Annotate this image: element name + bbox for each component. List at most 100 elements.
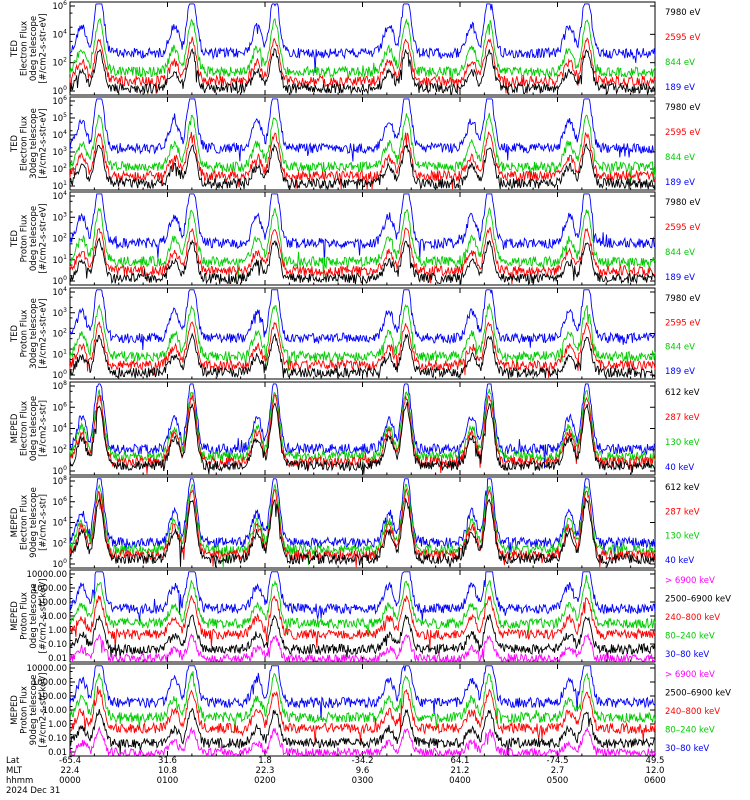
y-axis-label: TEDProton Flux30deg telescope[#/cm2-s-st… <box>10 298 49 369</box>
legend-entry: 7980 eV <box>665 198 701 208</box>
legend-entry: 2595 eV <box>665 223 701 233</box>
legend-entry: 844 eV <box>665 153 695 163</box>
series-line-1 <box>69 388 656 469</box>
y-tick-label: 101 <box>52 254 67 266</box>
series-line-1 <box>69 112 656 184</box>
series-line-1 <box>69 303 656 371</box>
legend-entry: 30–80 keV <box>665 650 709 660</box>
series-line-3 <box>69 332 656 380</box>
y-tick-label: 104 <box>52 129 67 141</box>
y-tick-label: 1000.00 <box>32 584 67 594</box>
legend-entry: 2500–6900 keV <box>665 595 731 605</box>
legend-entry: 7980 eV <box>665 294 701 304</box>
series-line-0 <box>69 664 656 721</box>
series-line-1 <box>69 17 656 87</box>
y-axis-label: MEPEDProton Flux90deg telescope[#/cm2-s-… <box>10 673 49 748</box>
legend-entry: 189 eV <box>665 367 695 377</box>
y-tick-label: 104 <box>52 517 67 529</box>
series-line-2 <box>69 36 656 95</box>
x-tick-label: 0200 <box>254 776 276 786</box>
y-tick-label: 102 <box>52 328 67 340</box>
series-line-4 <box>69 725 656 757</box>
y-tick-label: 0.01 <box>48 748 67 758</box>
x-tick-label: -74.5 <box>547 756 569 766</box>
series-line-1 <box>69 671 656 733</box>
x-tick-label: 0300 <box>352 776 374 786</box>
series-line-4 <box>69 632 656 663</box>
y-tick-label: 106 <box>52 0 67 12</box>
x-tick-label: -34.2 <box>352 756 374 766</box>
legend-entry: 7980 eV <box>665 8 701 18</box>
legend-entry: 2595 eV <box>665 128 701 138</box>
series-line-3 <box>69 237 656 286</box>
legend-entry: 189 eV <box>665 83 695 93</box>
y-tick-label: 1.00 <box>48 626 67 636</box>
y-axis-label: TEDElectron Flux30deg telescope[#/cm2-s-… <box>10 108 49 179</box>
legend-entry: 40 keV <box>665 463 694 473</box>
series-line-1 <box>69 206 656 282</box>
series-line-1 <box>69 483 656 568</box>
x-tick-label: 21.2 <box>451 766 470 776</box>
panel-7: 10000.00 1000.00 100.00 10.00 1.00 0.10 0.01ME… <box>10 569 731 664</box>
series-line-2 <box>69 686 656 745</box>
legend-entry: 189 eV <box>665 273 695 283</box>
y-tick-label: 0.10 <box>48 640 67 650</box>
y-tick-label: 1000.00 <box>32 678 67 688</box>
y-tick-label: 102 <box>52 233 67 245</box>
series-line-0 <box>69 98 656 162</box>
legend-entry: 287 keV <box>665 507 700 517</box>
x-tick-label: 9.6 <box>356 766 370 776</box>
x-tick-label: 2.7 <box>551 766 565 776</box>
x-tick-label: 0500 <box>547 776 569 786</box>
legend-entry: 287 keV <box>665 413 700 423</box>
series-line-2 <box>69 594 656 648</box>
legend-entry: 40 keV <box>665 556 694 566</box>
y-tick-label: 103 <box>52 211 67 223</box>
x-tick-label: 64.1 <box>451 756 470 766</box>
x-tick-label: 22.4 <box>61 766 80 776</box>
x-tick-label: 1.8 <box>258 756 272 766</box>
series-line-0 <box>69 571 656 622</box>
x-tick-label: 0400 <box>449 776 471 786</box>
legend-entry: 612 keV <box>665 483 700 493</box>
x-row-label: 2024 Dec 31 <box>6 786 60 796</box>
y-tick-label: 101 <box>52 348 67 360</box>
y-tick-label: 106 <box>52 401 67 413</box>
y-tick-label: 102 <box>52 444 67 456</box>
x-tick-label: 0000 <box>59 776 81 786</box>
legend-entry: 2595 eV <box>665 33 701 43</box>
series-line-3 <box>69 48 656 96</box>
y-tick-label: 10000.00 <box>26 664 67 674</box>
y-tick-label: 104 <box>52 28 67 40</box>
legend-entry: 240–800 keV <box>665 613 720 623</box>
legend-entry: 2500–6900 keV <box>665 689 731 699</box>
legend-entry: 612 keV <box>665 388 700 398</box>
y-tick-label: 10.00 <box>43 612 67 622</box>
legend-entry: 80–240 keV <box>665 726 715 736</box>
panel-8: 10000.00 1000.00 100.00 10.00 1.00 0.10 0.01ME… <box>10 663 731 758</box>
panel-frame <box>69 1 656 96</box>
legend-entry: 7980 eV <box>665 103 701 113</box>
y-tick-label: 100 <box>52 558 67 570</box>
series-line-0 <box>69 478 656 558</box>
x-tick-label: 22.3 <box>256 766 275 776</box>
legend-entry: 844 eV <box>665 343 695 353</box>
y-axis-label: MEPEDElectron Flux90deg telescope[#/cm2-… <box>10 487 49 558</box>
y-tick-label: 106 <box>52 496 67 508</box>
series-line-3 <box>69 497 656 568</box>
y-tick-label: 1.00 <box>48 720 67 730</box>
x-tick-label: 0600 <box>644 776 666 786</box>
y-tick-label: 104 <box>52 286 67 298</box>
legend-entry: 30–80 keV <box>665 744 709 754</box>
series-line-0 <box>69 3 656 73</box>
legend-entry: 80–240 keV <box>665 632 715 642</box>
y-tick-label: 100.00 <box>37 692 67 702</box>
y-tick-label: 108 <box>52 475 67 487</box>
